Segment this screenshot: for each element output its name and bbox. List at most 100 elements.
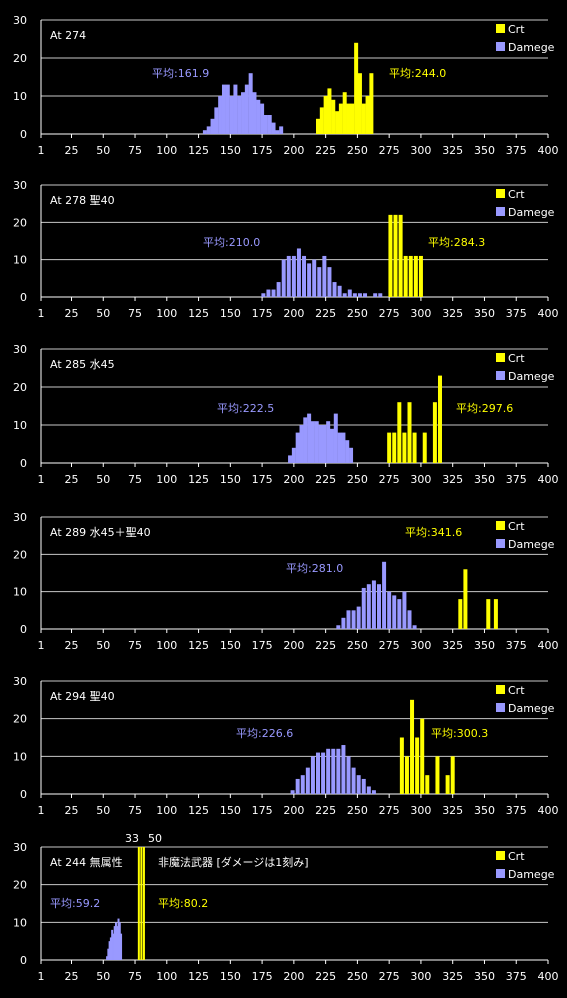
- damage-bar: [351, 610, 356, 629]
- x-tick-label: 250: [347, 307, 368, 320]
- legend-label-damege: Damege: [508, 538, 555, 551]
- damage-bar: [214, 107, 219, 134]
- damage-bar: [109, 937, 112, 960]
- crit-bar: [432, 402, 437, 463]
- damage-bar: [356, 606, 361, 629]
- y-tick-label: 0: [20, 788, 27, 801]
- x-tick-label: 25: [64, 144, 78, 157]
- x-tick-label: 1: [38, 970, 45, 983]
- x-tick-label: 400: [538, 307, 559, 320]
- x-tick-label: 275: [379, 307, 400, 320]
- y-tick-label: 0: [20, 291, 27, 304]
- damage-bar: [326, 421, 331, 463]
- crit-bar: [407, 402, 412, 463]
- damage-bar: [106, 956, 109, 960]
- damage-bar: [407, 610, 412, 629]
- x-tick-label: 125: [188, 804, 209, 817]
- crit-bar: [402, 432, 407, 463]
- x-tick-label: 325: [442, 804, 463, 817]
- damage-average-label: 平均:226.6: [236, 727, 293, 740]
- crit-bar: [316, 118, 321, 134]
- damage-bar: [317, 267, 322, 297]
- x-tick-label: 100: [156, 473, 177, 486]
- damage-bar: [346, 756, 351, 794]
- x-tick-label: 325: [442, 970, 463, 983]
- damage-bar: [263, 115, 268, 134]
- damage-bar: [291, 255, 296, 297]
- y-tick-label: 30: [13, 511, 27, 524]
- x-tick-label: 350: [474, 639, 495, 652]
- damage-bar: [336, 748, 341, 794]
- damage-bar: [387, 591, 392, 629]
- crit-average-label: 平均:80.2: [158, 897, 208, 910]
- y-tick-label: 30: [13, 841, 27, 854]
- crit-bar: [346, 103, 351, 134]
- legend-swatch-damege: [496, 539, 505, 548]
- x-tick-label: 400: [538, 804, 559, 817]
- damage-average-label: 平均:210.0: [203, 236, 260, 249]
- y-tick-label: 20: [13, 381, 27, 394]
- damage-bar: [337, 432, 342, 463]
- damage-bar: [321, 752, 326, 794]
- damage-bar: [229, 96, 234, 134]
- chart-subtitle: 非魔法武器 [ダメージは1刻み]: [158, 855, 309, 869]
- damage-bar: [366, 584, 371, 629]
- damage-bar: [275, 130, 280, 134]
- crit-bar: [437, 375, 442, 463]
- damage-bar: [352, 293, 357, 297]
- x-tick-label: 275: [379, 970, 400, 983]
- damage-bar: [377, 584, 381, 629]
- damage-bar: [288, 455, 293, 463]
- x-tick-label: 75: [128, 970, 142, 983]
- x-tick-label: 175: [252, 804, 273, 817]
- damage-bar: [307, 413, 312, 463]
- damage-bar: [307, 263, 312, 297]
- x-tick-label: 250: [347, 639, 368, 652]
- crit-bar: [357, 73, 362, 134]
- x-tick-label: 1: [38, 804, 45, 817]
- damage-bar: [336, 625, 341, 629]
- crit-bar: [458, 599, 463, 629]
- crit-bar: [365, 96, 370, 134]
- damage-average-label: 平均:281.0: [286, 562, 343, 575]
- x-tick-label: 225: [315, 307, 336, 320]
- crit-bar: [404, 756, 409, 794]
- damage-bar: [382, 561, 387, 629]
- x-tick-label: 25: [64, 804, 78, 817]
- crit-bar: [415, 737, 420, 794]
- damage-bar: [218, 96, 223, 134]
- y-tick-label: 20: [13, 548, 27, 561]
- y-tick-label: 20: [13, 713, 27, 726]
- x-tick-label: 350: [474, 307, 495, 320]
- y-tick-label: 20: [13, 879, 27, 892]
- crit-bar: [463, 569, 468, 629]
- crit-average-label: 平均:297.6: [456, 402, 513, 415]
- legend-label-crt: Crt: [508, 23, 525, 36]
- legend-swatch-damege: [496, 869, 505, 878]
- damage-bar: [342, 293, 347, 297]
- damage-average-label: 平均:59.2: [50, 897, 100, 910]
- chart-title: At 294 聖40: [50, 690, 115, 703]
- crit-bar: [435, 756, 440, 794]
- damage-bar: [356, 775, 361, 794]
- x-tick-label: 250: [347, 804, 368, 817]
- damage-bar: [300, 775, 305, 794]
- x-tick-label: 325: [442, 307, 463, 320]
- damage-bar: [402, 591, 407, 629]
- damage-bar: [322, 425, 327, 463]
- damage-bar: [341, 617, 346, 629]
- x-tick-label: 275: [379, 473, 400, 486]
- crit-bar: [350, 103, 355, 134]
- x-tick-label: 50: [96, 804, 110, 817]
- crit-bar: [398, 214, 403, 297]
- crit-bar: [323, 96, 328, 134]
- y-tick-label: 30: [13, 343, 27, 356]
- crit-bar: [387, 432, 392, 463]
- y-tick-label: 0: [20, 954, 27, 967]
- damage-bar: [112, 933, 115, 960]
- damage-bar: [333, 413, 338, 463]
- y-tick-label: 10: [13, 419, 27, 432]
- crit-bar: [342, 92, 347, 134]
- x-tick-label: 125: [188, 144, 209, 157]
- x-tick-label: 100: [156, 639, 177, 652]
